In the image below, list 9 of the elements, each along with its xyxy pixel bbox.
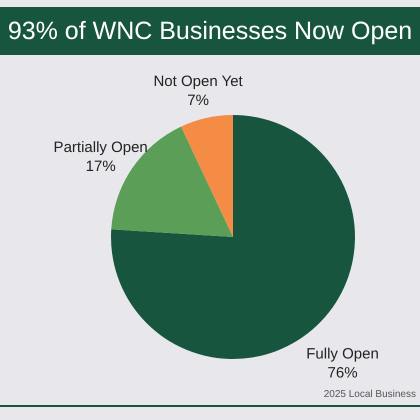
data-label: 7% [187,92,209,109]
data-label: 17% [86,158,116,176]
text: 2025 Local Business [324,389,416,400]
slice-label: Not Open Yet [153,72,244,90]
data-label: 76% [328,364,358,382]
slice-label: Fully Open [306,346,379,363]
slice-label: Partially Open [54,139,148,156]
chart-title: 93% of WNC Businesses Now Open [0,7,420,55]
pie-slice [181,115,233,237]
